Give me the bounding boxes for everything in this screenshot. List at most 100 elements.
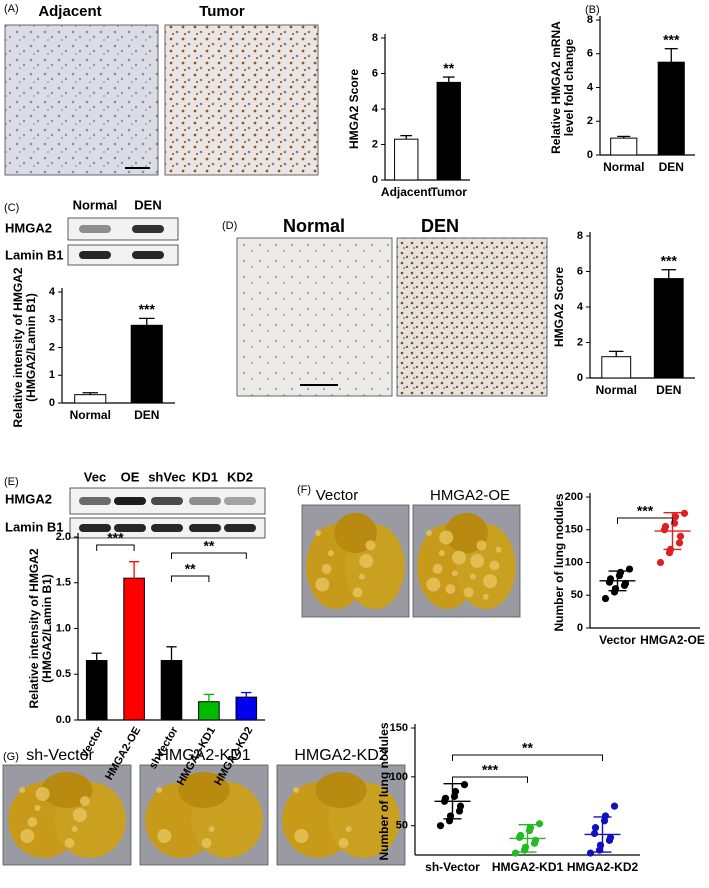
data-point	[661, 522, 670, 531]
blot-band	[79, 524, 111, 532]
y-tick-label: 4	[49, 286, 56, 298]
nodule	[71, 826, 78, 832]
nodule	[327, 550, 334, 557]
bar	[160, 660, 183, 721]
nodule	[208, 826, 215, 832]
data-point	[671, 513, 680, 521]
bar	[123, 577, 145, 721]
significance: **	[185, 561, 196, 577]
blot-band	[114, 497, 146, 505]
lane-label: KD1	[192, 469, 218, 484]
bar	[198, 701, 220, 721]
nodule	[293, 787, 300, 793]
nodule	[294, 829, 309, 843]
blot-band	[132, 225, 164, 233]
micrograph	[396, 237, 548, 397]
y-axis-label: Relative intensity of HMGA2	[27, 548, 41, 708]
bar	[235, 696, 258, 721]
y-axis-label: (HMGA2/Lamin B1)	[24, 293, 38, 402]
blot-band	[189, 524, 221, 532]
nodule	[352, 587, 363, 598]
nodule	[426, 577, 441, 592]
blot-frame	[67, 244, 179, 266]
nodule	[426, 530, 433, 536]
lane-label: Normal	[73, 197, 118, 212]
blot-band	[189, 497, 221, 505]
panel-label: (B)	[585, 4, 600, 16]
y-tick-label: 100	[565, 556, 583, 568]
nodule	[321, 563, 332, 574]
data-point	[511, 849, 520, 857]
micrograph	[4, 24, 159, 176]
nodule	[439, 530, 454, 545]
x-tick-label: DEN	[656, 383, 681, 397]
data-point	[516, 831, 525, 840]
lane-label: shVec	[148, 469, 186, 484]
nodule	[19, 787, 26, 793]
y-tick-label: 1.5	[56, 577, 71, 589]
data-point	[451, 787, 460, 796]
x-tick-label: DEN	[134, 408, 159, 422]
data-point	[436, 822, 445, 830]
image-caption: Vector	[316, 487, 359, 504]
y-axis-label: HMGA2 Score	[552, 267, 566, 347]
y-tick-label: 8	[577, 230, 583, 242]
micrograph	[164, 24, 319, 176]
lane-label: KD2	[227, 469, 253, 484]
y-tick-label: 0.0	[56, 714, 71, 726]
x-tick-label: DEN	[659, 160, 684, 174]
nodule	[35, 787, 50, 801]
data-point	[535, 820, 544, 828]
y-axis-label: Number of lung nodules	[552, 493, 566, 631]
nodule	[438, 550, 445, 557]
y-axis-label: (HMGA2/Lamin B1)	[40, 574, 54, 683]
bar	[436, 81, 461, 181]
nodule	[72, 808, 87, 822]
blot-row-label: Lamin B1	[5, 247, 64, 262]
panel-label: (G)	[3, 751, 19, 763]
y-axis-label: Relative HMGA2 mRNA	[549, 21, 563, 154]
nodule	[315, 577, 330, 592]
bar	[74, 394, 107, 404]
image-caption: DEN	[421, 216, 459, 236]
image-caption: HMGA2-KD2	[294, 747, 387, 764]
nodule	[445, 584, 456, 594]
data-point	[656, 558, 665, 567]
x-tick-label: Tumor	[431, 185, 468, 199]
nodule	[79, 796, 90, 806]
bar	[657, 61, 685, 156]
nodule	[345, 826, 352, 832]
blot-band	[79, 225, 111, 233]
lane-label: Vec	[84, 469, 106, 484]
significance: ***	[663, 31, 680, 47]
y-axis-label: Number of lung nodules	[377, 722, 391, 860]
nodule	[315, 530, 322, 536]
data-point	[460, 781, 469, 789]
y-tick-label: 2	[372, 138, 378, 150]
x-tick-label: HMGA2-KD2	[567, 860, 639, 874]
significance-bracket	[452, 776, 528, 783]
data-point	[441, 794, 450, 802]
nodule	[201, 838, 212, 848]
y-tick-label: 8	[587, 14, 593, 26]
y-tick-label: 4	[577, 301, 584, 313]
bar	[85, 660, 108, 721]
significance: **	[203, 538, 214, 554]
y-tick-label: 200	[565, 491, 583, 503]
data-point	[526, 824, 535, 832]
panel-label: (F)	[297, 484, 311, 496]
y-tick-label: 50	[571, 589, 583, 601]
y-tick-label: 150	[565, 524, 583, 536]
nodule	[432, 563, 443, 574]
nodule	[495, 546, 502, 553]
image-caption: Tumor	[199, 3, 245, 20]
y-tick-label: 1	[49, 369, 55, 381]
y-tick-label: 4	[587, 81, 594, 93]
data-point	[680, 509, 689, 517]
bar	[394, 138, 419, 181]
nodule	[470, 554, 485, 568]
significance: ***	[661, 252, 678, 268]
y-tick-label: 2	[587, 115, 593, 127]
